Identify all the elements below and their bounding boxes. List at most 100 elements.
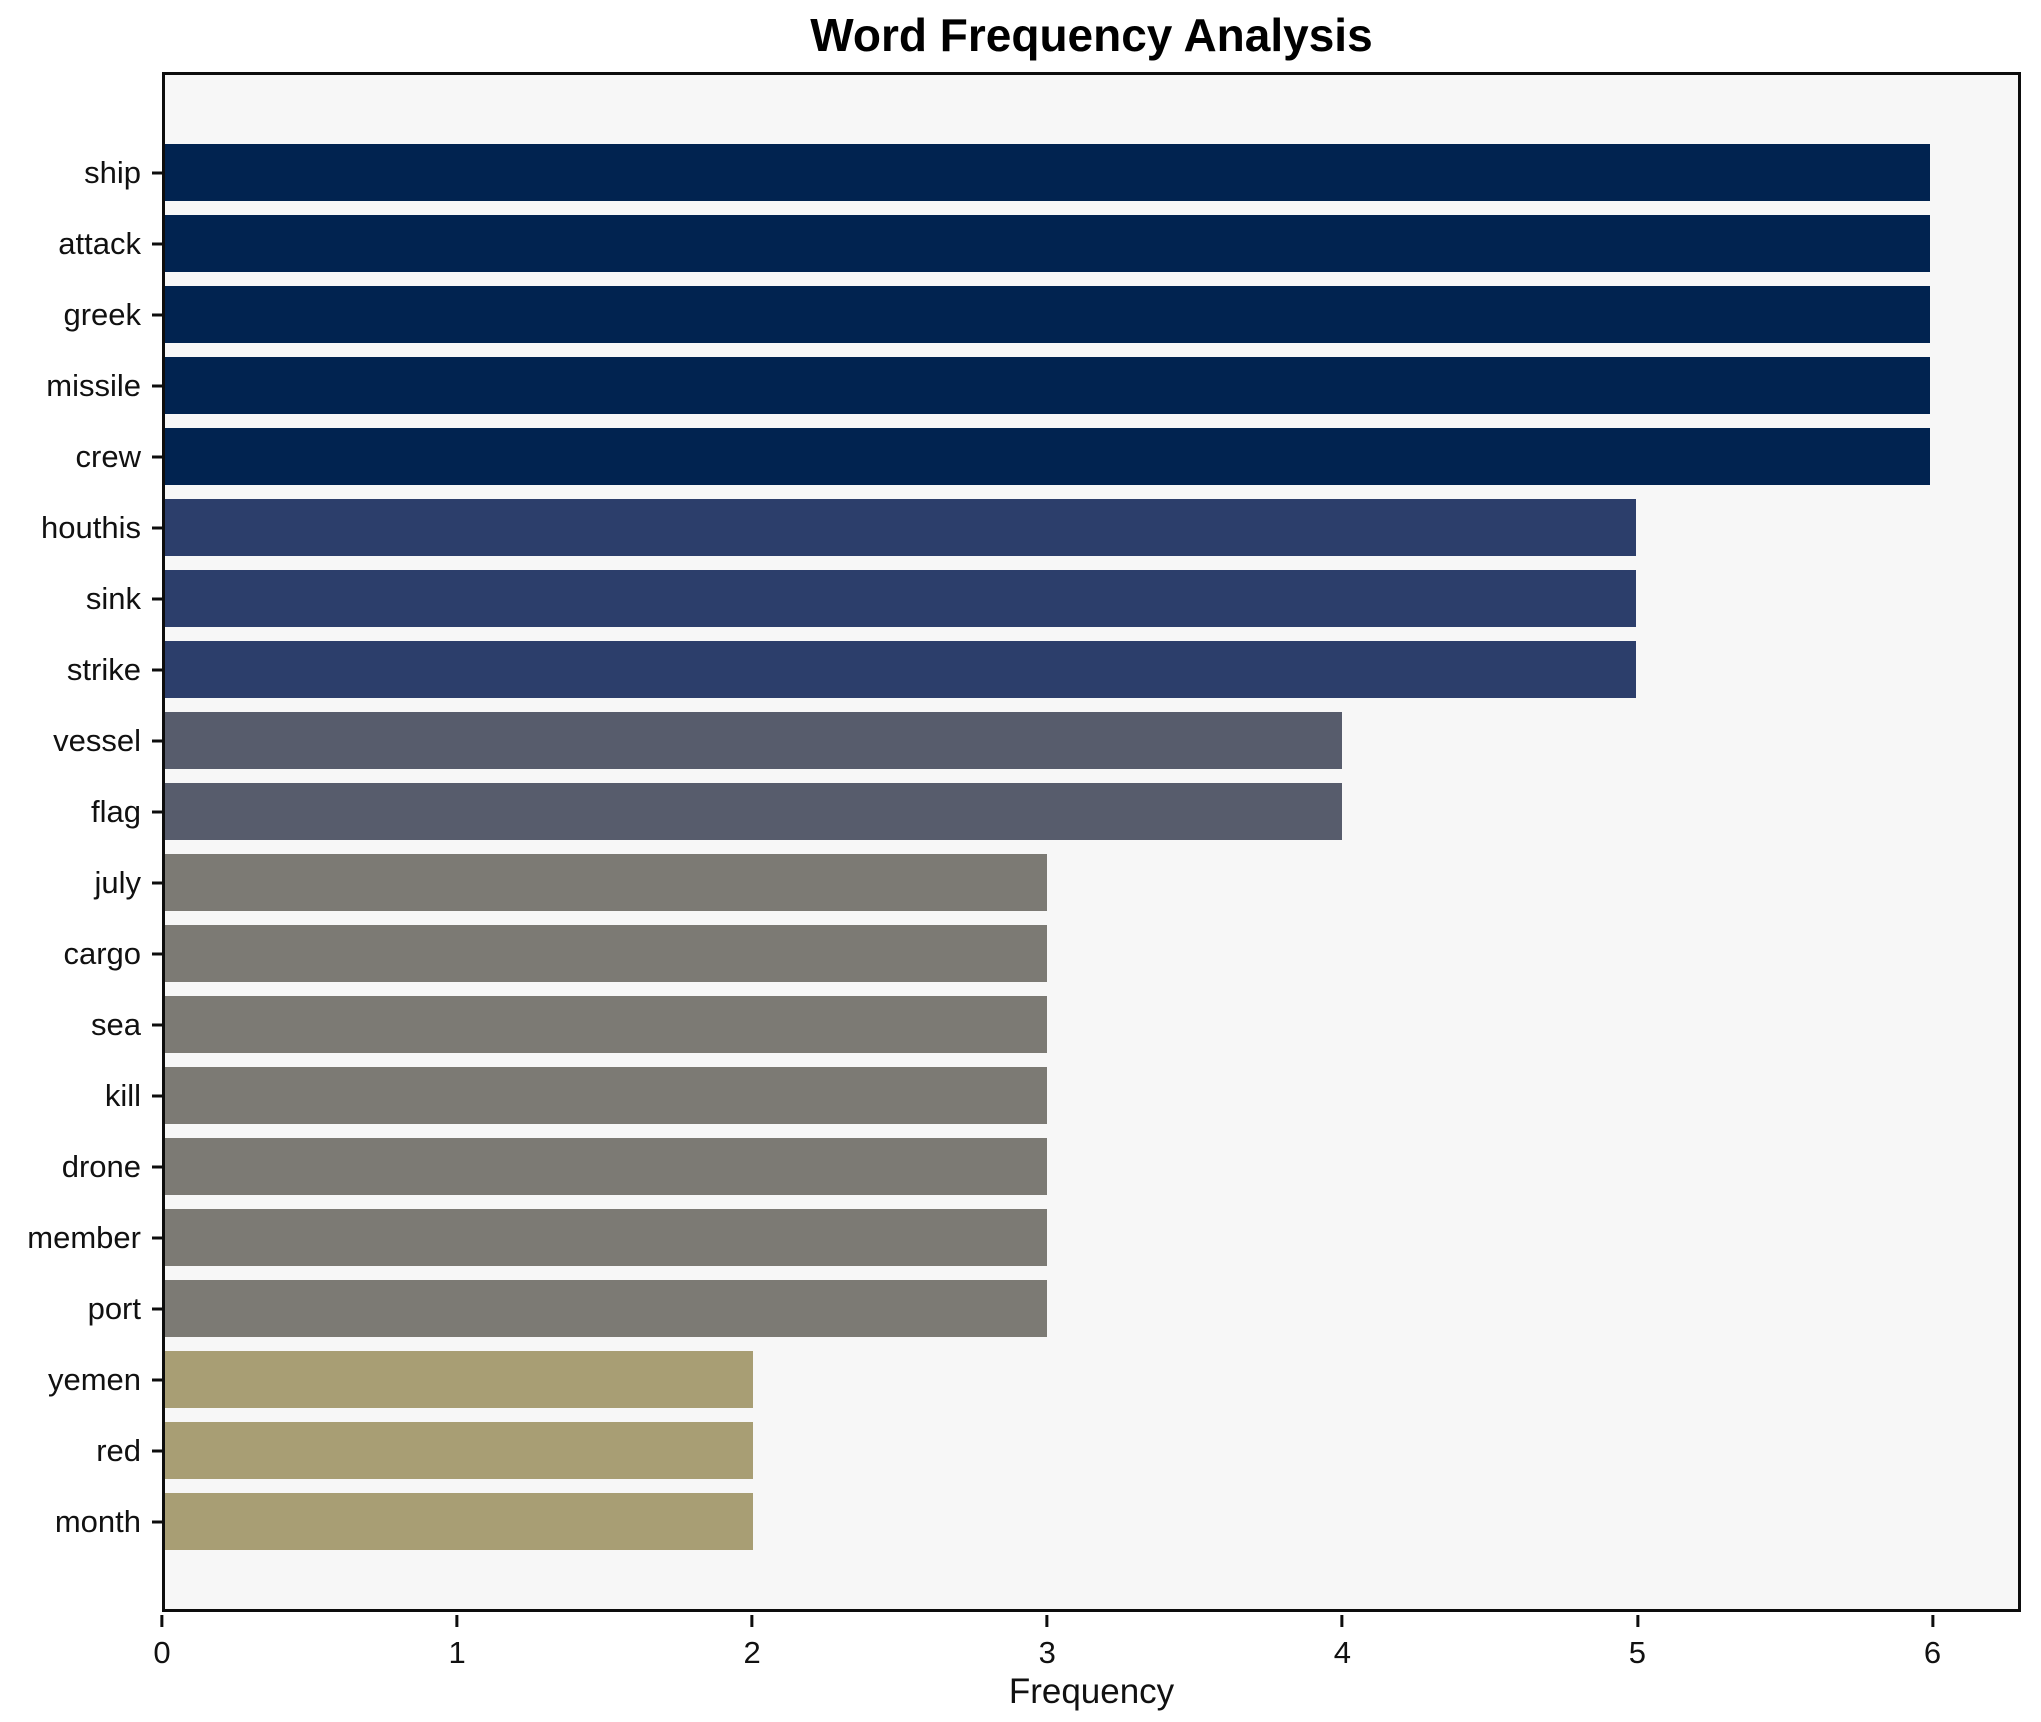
bar-row: cargo (63, 918, 2018, 989)
x-tick-label: 2 (743, 1635, 761, 1670)
y-tick-label: sink (85, 580, 141, 616)
y-tick-label: red (96, 1432, 141, 1468)
x-tick-label: 3 (1038, 1635, 1056, 1670)
bar-row: member (27, 1202, 2018, 1273)
bar-row: port (88, 1273, 2018, 1344)
bar (165, 712, 1342, 769)
y-tick-mark (152, 1094, 162, 1097)
y-tick-mark (152, 810, 162, 813)
chart-title: Word Frequency Analysis (810, 9, 1373, 61)
y-tick-label: member (27, 1219, 141, 1255)
bar (165, 357, 1930, 414)
y-tick-label: crew (75, 438, 141, 474)
bar (165, 499, 1636, 556)
bar (165, 641, 1636, 698)
bar (165, 144, 1930, 201)
y-tick-label: missile (46, 367, 141, 403)
y-tick-mark (152, 597, 162, 600)
bar-row: houthis (41, 492, 2018, 563)
bar (165, 1138, 1048, 1195)
y-tick-label: greek (63, 296, 141, 332)
y-tick-mark (152, 1449, 162, 1452)
bar (165, 1422, 754, 1479)
y-tick-mark (152, 1023, 162, 1026)
x-tick: 1 (448, 1615, 466, 1671)
bar-row: yemen (48, 1344, 2018, 1415)
bar-row: sea (91, 989, 2018, 1060)
bar-row: sink (86, 563, 2018, 634)
x-tick-mark (750, 1615, 754, 1627)
x-tick: 6 (1924, 1615, 1941, 1671)
y-tick-mark (152, 1165, 162, 1168)
y-tick-label: attack (58, 225, 141, 261)
y-tick-mark (152, 739, 162, 742)
bar-row: red (96, 1415, 2018, 1486)
bar-row: drone (62, 1131, 2018, 1202)
y-tick-label: port (87, 1290, 141, 1326)
bar-row: month (55, 1486, 2018, 1557)
y-tick-mark (152, 313, 162, 316)
bar (165, 1280, 1048, 1337)
bar (165, 996, 1048, 1053)
x-tick-label: 6 (1923, 1635, 1942, 1670)
x-tick-label: 1 (448, 1635, 466, 1670)
bar (165, 783, 1342, 840)
bar-row: attack (58, 208, 2018, 279)
y-tick-mark (152, 1236, 162, 1239)
bar (165, 1067, 1048, 1124)
x-tick-label: 0 (153, 1635, 171, 1670)
x-tick-mark (160, 1615, 164, 1627)
y-tick-label: drone (61, 1148, 141, 1184)
y-tick-label: vessel (53, 722, 141, 758)
bar (165, 1351, 754, 1408)
y-tick-label: kill (104, 1077, 141, 1113)
x-tick-mark (1930, 1615, 1934, 1627)
bar (165, 286, 1930, 343)
y-tick-label: yemen (47, 1361, 141, 1397)
bar (165, 215, 1930, 272)
bar (165, 854, 1048, 911)
bar (165, 925, 1048, 982)
y-tick-label: strike (66, 651, 141, 687)
x-tick-mark (1635, 1615, 1639, 1627)
bar-row: strike (67, 634, 2018, 705)
x-tick: 0 (153, 1615, 171, 1671)
y-tick-mark (152, 526, 162, 529)
y-tick-mark (152, 242, 162, 245)
y-tick-mark (152, 952, 162, 955)
y-tick-mark (152, 455, 162, 458)
bar-row: missile (46, 350, 2018, 421)
x-axis-label: Frequency (1008, 1672, 1175, 1711)
y-tick-mark (152, 384, 162, 387)
x-tick: 4 (1334, 1615, 1351, 1671)
x-tick: 2 (744, 1615, 761, 1671)
bar (165, 428, 1930, 485)
y-tick-label: ship (84, 154, 141, 190)
bars-container: ship attack greek missile crew houthis sink str… (27, 75, 2018, 1609)
x-tick-label: 4 (1333, 1635, 1351, 1670)
bar-row: july (94, 847, 2018, 918)
y-tick-mark (152, 1378, 162, 1381)
y-tick-mark (152, 881, 162, 884)
y-tick-mark (152, 1520, 162, 1523)
y-tick-label: flag (91, 793, 141, 829)
x-tick-label: 5 (1628, 1635, 1647, 1670)
x-tick: 5 (1629, 1615, 1646, 1671)
bar-row: vessel (53, 705, 2018, 776)
y-tick-label: sea (91, 1006, 141, 1042)
bar (165, 1209, 1048, 1266)
y-tick-label: cargo (63, 935, 141, 971)
bar-row: kill (105, 1060, 2018, 1131)
y-tick-label: month (54, 1503, 141, 1539)
plot-area: ship attack greek missile crew houthis sink str… (27, 72, 2021, 1612)
x-tick-mark (455, 1615, 459, 1627)
bar-row: greek (63, 279, 2018, 350)
y-tick-mark (152, 1307, 162, 1310)
bar (165, 1493, 754, 1550)
bar-row: flag (91, 776, 2018, 847)
y-tick-mark (152, 668, 162, 671)
x-tick-mark (1045, 1615, 1049, 1627)
x-tick-mark (1340, 1615, 1344, 1627)
y-tick-label: july (94, 864, 141, 900)
